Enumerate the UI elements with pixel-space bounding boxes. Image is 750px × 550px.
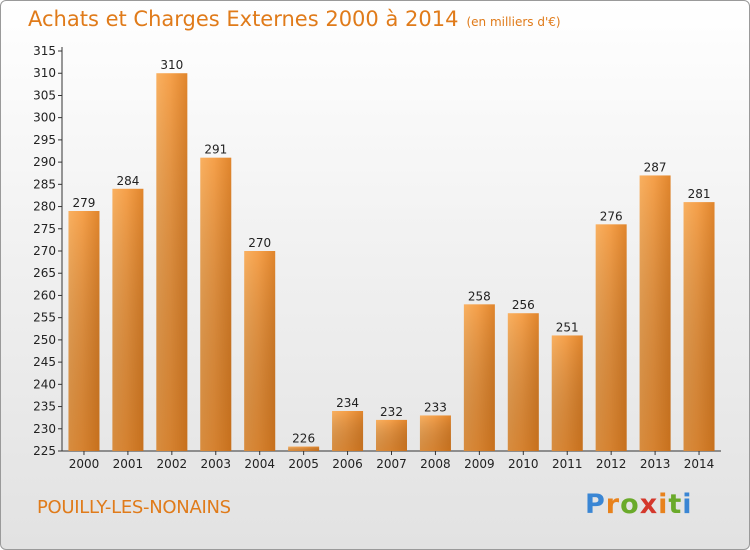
bar-shade-2006 <box>332 411 364 451</box>
bar-shade-2008 <box>419 415 451 451</box>
bar-shade-2013 <box>639 175 671 451</box>
y-tick-label: 285 <box>33 177 56 191</box>
x-tick-label: 2000 <box>69 457 100 471</box>
x-tick-label: 2004 <box>244 457 275 471</box>
bar-shade-2003 <box>200 157 232 451</box>
proxiti-logo: Proxiti <box>585 489 693 520</box>
value-label-2007: 232 <box>380 405 403 419</box>
bar-shade-2005 <box>288 446 320 451</box>
bar-shade-2010 <box>507 313 539 451</box>
bar-shade-2002 <box>156 73 188 451</box>
y-tick-label: 230 <box>33 422 56 436</box>
y-tick-label: 310 <box>33 66 56 80</box>
bar-shade-2000 <box>68 211 100 451</box>
x-tick-label: 2013 <box>640 457 671 471</box>
chart-title: Achats et Charges Externes 2000 à 2014 (e… <box>28 7 561 31</box>
value-label-2003: 291 <box>204 143 227 157</box>
y-tick-label: 295 <box>33 133 56 147</box>
x-tick-label: 2010 <box>508 457 539 471</box>
value-label-2001: 284 <box>116 174 139 188</box>
value-label-2008: 233 <box>424 400 447 414</box>
chart-value-labels: 279 284 310 291 270 226 234 232 233 258 256 251 276 2… <box>73 58 711 445</box>
y-tick-label: 255 <box>33 311 56 325</box>
x-tick-label: 2012 <box>596 457 627 471</box>
y-tick-label: 290 <box>33 155 56 169</box>
value-label-2010: 256 <box>512 298 535 312</box>
x-tick-label: 2003 <box>200 457 231 471</box>
commune-name: POUILLY-LES-NONAINS <box>37 497 231 518</box>
value-label-2005: 226 <box>292 432 315 446</box>
chart-title-text: Achats et Charges Externes 2000 à 2014 <box>28 7 459 31</box>
value-label-2013: 287 <box>644 160 667 174</box>
bar-shade-2014 <box>683 202 715 451</box>
value-label-2009: 258 <box>468 289 491 303</box>
y-tick-label: 260 <box>33 288 56 302</box>
y-tick-label: 265 <box>33 266 56 280</box>
chart-subtitle: (en milliers d'€) <box>466 15 561 29</box>
x-tick-label: 2009 <box>464 457 495 471</box>
bar-shade-2001 <box>112 188 144 451</box>
value-label-2014: 281 <box>688 187 711 201</box>
y-tick-label: 315 <box>33 44 56 58</box>
value-label-2012: 276 <box>600 209 623 223</box>
x-tick-label: 2006 <box>332 457 363 471</box>
chart-axes: 225 230 235 240 245 250 255 260 265 270 275 280 285 2… <box>33 44 721 471</box>
bar-shade-2007 <box>376 419 407 451</box>
y-tick-label: 225 <box>33 444 56 458</box>
y-tick-label: 235 <box>33 400 56 414</box>
value-label-2004: 270 <box>248 236 271 250</box>
value-label-2000: 279 <box>73 196 96 210</box>
value-label-2006: 234 <box>336 396 359 410</box>
value-label-2002: 310 <box>160 58 183 72</box>
value-label-2011: 251 <box>556 320 579 334</box>
bar-shade-2011 <box>551 335 583 451</box>
y-tick-label: 280 <box>33 200 56 214</box>
x-tick-label: 2007 <box>376 457 407 471</box>
y-tick-label: 245 <box>33 355 56 369</box>
x-tick-label: 2008 <box>420 457 451 471</box>
x-tick-label: 2001 <box>113 457 144 471</box>
y-tick-label: 250 <box>33 333 56 347</box>
y-tick-label: 305 <box>33 88 56 102</box>
x-tick-label: 2014 <box>684 457 715 471</box>
x-tick-label: 2011 <box>552 457 583 471</box>
bar-shade-2004 <box>244 251 276 451</box>
y-tick-label: 275 <box>33 222 56 236</box>
y-tick-label: 270 <box>33 244 56 258</box>
x-tick-label: 2002 <box>157 457 188 471</box>
chart-bars <box>68 73 715 451</box>
y-tick-label: 300 <box>33 111 56 125</box>
bar-shade-2009 <box>463 304 495 451</box>
bar-shade-2012 <box>595 224 627 451</box>
y-tick-label: 240 <box>33 377 56 391</box>
x-tick-label: 2005 <box>288 457 319 471</box>
